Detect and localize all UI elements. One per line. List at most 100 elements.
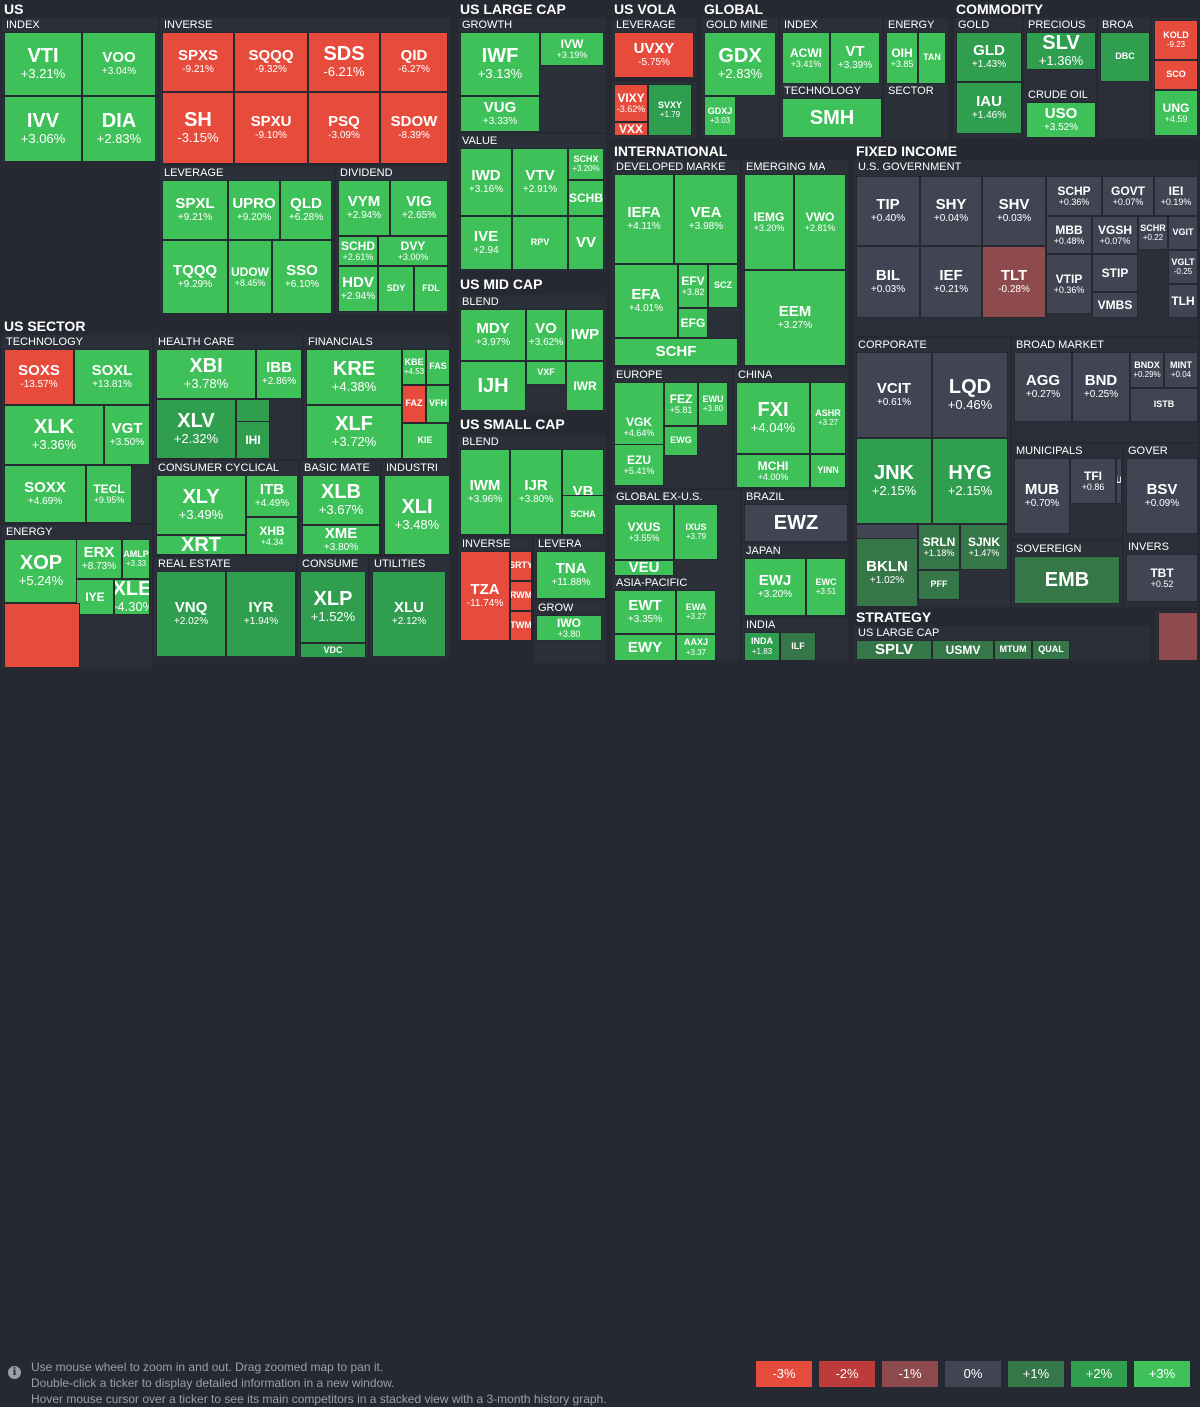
ticker-gdxj[interactable]: GDXJ +3.03 xyxy=(704,96,736,136)
ticker-kre[interactable]: KRE +4.38% xyxy=(306,349,402,405)
ticker-fas[interactable]: FAS xyxy=(426,349,450,385)
ticker-mtum[interactable]: MTUM xyxy=(994,640,1032,660)
ticker-tlh[interactable]: TLH xyxy=(1168,284,1198,318)
ticker-iyr[interactable]: IYR +1.94% xyxy=(226,571,296,657)
ticker-xli[interactable]: XLI +3.48% xyxy=(384,475,450,555)
ticker-soxs[interactable]: SOXS -13.57% xyxy=(4,349,74,405)
ticker-vti[interactable]: VTI +3.21% xyxy=(4,32,82,96)
ticker-efv[interactable]: EFV +3.82 xyxy=(678,264,708,308)
ticker-sh[interactable]: SH -3.15% xyxy=(162,92,234,164)
ticker-vt[interactable]: VT +3.39% xyxy=(830,32,880,84)
ticker-twm[interactable]: TWM xyxy=(510,611,532,641)
ticker-iwr[interactable]: IWR xyxy=(566,361,604,411)
ticker-eem[interactable]: EEM +3.27% xyxy=(744,270,846,366)
ticker-sso[interactable]: SSO +6.10% xyxy=(272,240,332,314)
ticker-smh[interactable]: SMH xyxy=(782,98,882,138)
ticker-bil[interactable]: BIL +0.03% xyxy=(856,246,920,318)
ticker-sjnk[interactable]: SJNK +1.47% xyxy=(960,524,1008,570)
ticker-ewj[interactable]: EWJ +3.20% xyxy=(744,558,806,616)
ticker-schd[interactable]: SCHD +2.61% xyxy=(338,236,378,266)
ticker-fez[interactable]: FEZ +5.81 xyxy=(664,382,698,426)
ticker-mchi[interactable]: MCHI +4.00% xyxy=(736,454,810,488)
ticker-amlp[interactable]: AMLP +3.33 xyxy=(122,539,150,579)
ticker-hdv[interactable]: HDV +2.94% xyxy=(338,266,378,312)
ticker-schr[interactable]: SCHR +0.22 xyxy=(1138,216,1168,250)
ticker-iye[interactable]: IYE xyxy=(76,579,114,615)
ticker-kbe[interactable]: KBE +4.53 xyxy=(402,349,426,385)
ticker-iwo[interactable]: IWO +3.80 xyxy=(536,615,602,641)
ticker-vtip[interactable]: VTIP +0.36% xyxy=(1046,254,1092,314)
ticker-kold[interactable]: KOLD -9.23 xyxy=(1154,20,1198,60)
ticker-fxi[interactable]: FXI +4.04% xyxy=(736,382,810,454)
ticker-xop[interactable]: XOP +5.24% xyxy=(4,539,78,603)
ticker-iefa[interactable]: IEFA +4.11% xyxy=(614,174,674,264)
ticker-ewg[interactable]: EWG xyxy=(664,426,698,456)
ticker-slv[interactable]: SLV +1.36% xyxy=(1026,32,1096,70)
ticker-efg[interactable]: EFG xyxy=(678,308,708,338)
ticker-mbb[interactable]: MBB +0.48% xyxy=(1046,216,1092,254)
ticker-ewu[interactable]: EWU +3.80 xyxy=(698,382,728,426)
ticker-vgt[interactable]: VGT +3.50% xyxy=(104,405,150,465)
ticker-xle[interactable]: XLE+4.30% xyxy=(114,579,150,615)
ticker-ijr[interactable]: IJR +3.80% xyxy=(510,449,562,535)
ticker-aaxj[interactable]: AAXJ +3.37 xyxy=(676,634,716,661)
ticker-soxx[interactable]: SOXX +4.69% xyxy=(4,465,86,523)
ticker-ivw[interactable]: IVW +3.19% xyxy=(540,32,604,66)
ticker-govt[interactable]: GOVT +0.07% xyxy=(1102,176,1154,216)
ticker-schx[interactable]: SCHX +3.20% xyxy=(568,148,604,180)
ticker-shv[interactable]: SHV +0.03% xyxy=(982,176,1046,246)
ticker-xlu[interactable]: XLU +2.12% xyxy=(372,571,446,657)
ticker-sqqq[interactable]: SQQQ -9.32% xyxy=(234,32,308,92)
ticker-yinn[interactable]: YINN xyxy=(810,454,846,488)
ticker-qqq[interactable]: QQQ+3.14% xyxy=(4,162,66,164)
ticker-tfi[interactable]: TFI +0.86 xyxy=(1070,458,1116,504)
ticker-xlb[interactable]: XLB +3.67% xyxy=(302,475,380,525)
ticker-itot[interactable]: ITOT+3.27 xyxy=(120,162,158,164)
ticker-xbi[interactable]: XBI +3.78% xyxy=(156,349,256,399)
ticker-unlabeled[interactable] xyxy=(1158,612,1198,661)
ticker-iemg[interactable]: IEMG +3.20% xyxy=(744,174,794,270)
ticker-ive[interactable]: IVE +2.94 xyxy=(460,216,512,270)
ticker-oih[interactable]: OIH +3.85 xyxy=(886,32,918,84)
ticker-qid[interactable]: QID -6.27% xyxy=(380,32,448,92)
ticker-ewz[interactable]: EWZ xyxy=(744,504,848,542)
ticker-ihi[interactable]: IHI xyxy=(236,421,270,459)
ticker-sdow[interactable]: SDOW -8.39% xyxy=(380,92,448,164)
ticker-unlabeled[interactable] xyxy=(4,603,80,668)
ticker-ivv[interactable]: IVV +3.06% xyxy=(4,96,82,162)
ticker-inda[interactable]: INDA +1.83 xyxy=(744,632,780,661)
ticker-ixus[interactable]: IXUS +3.79 xyxy=(674,504,718,560)
ticker-ung[interactable]: UNG +4.59 xyxy=(1154,90,1198,136)
ticker-itb[interactable]: ITB +4.49% xyxy=(246,475,298,517)
ticker-rwm[interactable]: RWM xyxy=(510,581,532,611)
ticker-vo[interactable]: VO +3.62% xyxy=(526,309,566,361)
ticker-xlk[interactable]: XLK +3.36% xyxy=(4,405,104,465)
ticker-upro[interactable]: UPRO +9.20% xyxy=(228,180,280,240)
ticker-vea[interactable]: VEA +3.98% xyxy=(674,174,738,264)
ticker-dvy[interactable]: DVY +3.00% xyxy=(378,236,448,266)
ticker-udow[interactable]: UDOW +8.45% xyxy=(228,240,272,314)
ticker-scha[interactable]: SCHA xyxy=(562,495,604,535)
ticker-qual[interactable]: QUAL xyxy=(1032,640,1070,660)
ticker-tbt[interactable]: TBT +0.52 xyxy=(1126,554,1198,602)
ticker-agg[interactable]: AGG +0.27% xyxy=(1014,352,1072,422)
ticker-ilf[interactable]: ILF xyxy=(780,632,816,661)
ticker-efa[interactable]: EFA +4.01% xyxy=(614,264,678,338)
ticker-acwi[interactable]: ACWI +3.41% xyxy=(782,32,830,84)
ticker-vnq[interactable]: VNQ +2.02% xyxy=(156,571,226,657)
ticker-mub[interactable]: MUB +0.70% xyxy=(1014,458,1070,534)
ticker-gld[interactable]: GLD +1.43% xyxy=(956,32,1022,82)
ticker-vig[interactable]: VIG +2.65% xyxy=(390,180,448,236)
ticker-iau[interactable]: IAU +1.46% xyxy=(956,82,1022,134)
ticker-jnk[interactable]: JNK +2.15% xyxy=(856,438,932,524)
ticker-tlt[interactable]: TLT -0.28% xyxy=(982,246,1046,318)
ticker-iei[interactable]: IEI +0.19% xyxy=(1154,176,1198,216)
ticker-psq[interactable]: PSQ -3.09% xyxy=(308,92,380,164)
ticker-ashr[interactable]: ASHR +3.27 xyxy=(810,382,846,454)
ticker-iwf[interactable]: IWF +3.13% xyxy=(460,32,540,96)
ticker-xlp[interactable]: XLP +1.52% xyxy=(300,571,366,643)
ticker-iwd[interactable]: IWD +3.16% xyxy=(460,148,512,216)
ticker-ibb[interactable]: IBB +2.86% xyxy=(256,349,302,399)
ticker-srln[interactable]: SRLN +1.18% xyxy=(918,524,960,570)
ticker-tip[interactable]: TIP +0.40% xyxy=(856,176,920,246)
